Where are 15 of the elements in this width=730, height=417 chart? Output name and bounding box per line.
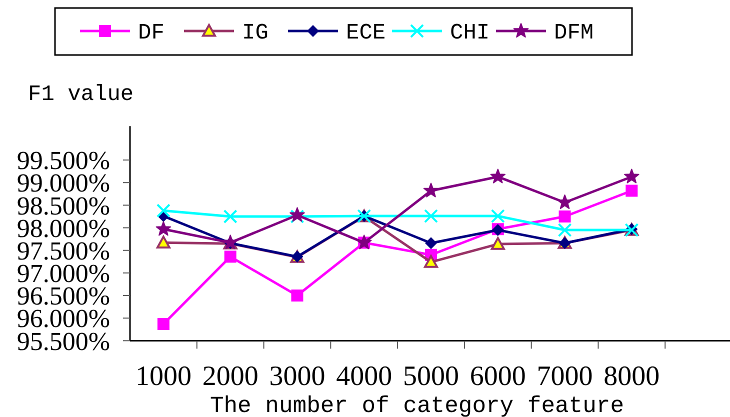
x-axis-title: The number of category feature (210, 393, 624, 417)
x-tick-label: 6000 (470, 361, 526, 392)
x-tick-label: 1000 (135, 361, 192, 392)
x-tick-label: 4000 (336, 361, 392, 392)
legend-label: CHI (450, 20, 490, 46)
x-tick-label: 3000 (269, 361, 326, 392)
legend-label: ECE (346, 20, 386, 46)
x-tick-label: 5000 (403, 361, 459, 392)
legend-label: DF (138, 20, 164, 46)
legend-label: IG (242, 20, 268, 46)
x-tick-label: 8000 (604, 361, 660, 392)
legend-label: DFM (554, 20, 594, 46)
x-tick-label: 2000 (202, 361, 258, 392)
x-tick-label: 7000 (536, 361, 593, 392)
y-axis-title: F1 value (28, 82, 134, 107)
